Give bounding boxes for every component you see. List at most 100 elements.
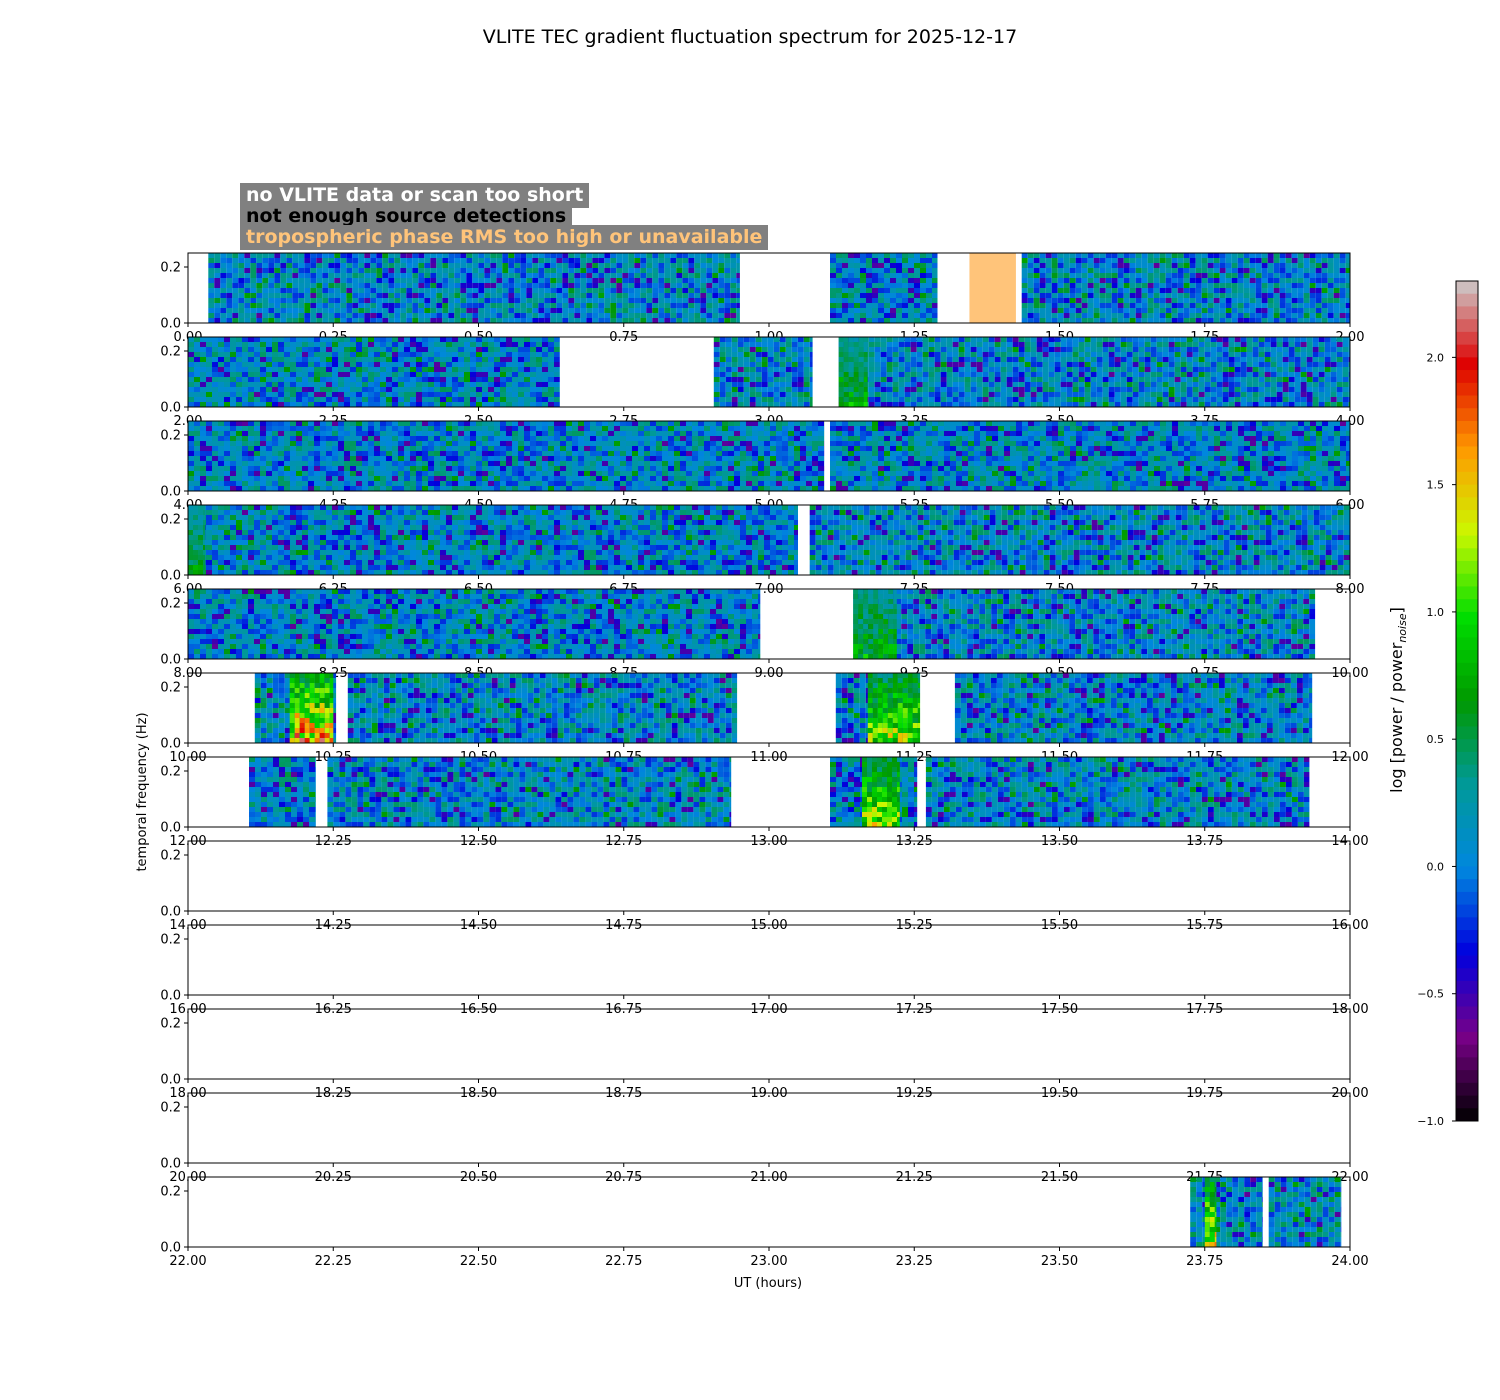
colorbar-tick-label: 2.0 — [1427, 351, 1445, 364]
legend-label-no-detections: not enough source detections — [246, 205, 567, 227]
colorbar-step — [1456, 917, 1478, 931]
spectrum-segment — [188, 337, 560, 407]
legend-label-no-data: no VLITE data or scan too short — [246, 184, 584, 206]
colorbar-step — [1456, 879, 1478, 893]
y-tick-label: 0.2 — [160, 345, 181, 360]
panel-7: 0.20.012.00 12.25 12.50 12.75 13.00 13.25 13.5… — [160, 756, 1369, 849]
x-tick-label: 23.50 — [1041, 1254, 1078, 1269]
y-tick-label: 0.2 — [160, 1185, 181, 1200]
colorbar-step — [1456, 777, 1478, 791]
colorbar-step — [1456, 853, 1478, 867]
y-tick-label: 0.0 — [160, 737, 181, 752]
high-power-region — [867, 673, 921, 743]
colorbar-step — [1456, 764, 1478, 778]
colorbar-step — [1456, 713, 1478, 727]
colorbar-step — [1456, 993, 1478, 1007]
colorbar-step — [1456, 510, 1478, 524]
colorbar-step — [1456, 828, 1478, 842]
panel-5: 0.20.08.008.258.508.759.009.259.509.7510… — [160, 588, 1369, 681]
x-tick-label: 22.00 — [169, 1254, 206, 1269]
spectrum-segment — [347, 673, 738, 743]
y-tick-label: 0.2 — [160, 849, 181, 864]
colorbar-step — [1456, 1057, 1478, 1071]
colorbar-step — [1456, 319, 1478, 333]
y-tick-label: 0.0 — [160, 989, 181, 1004]
colorbar-step — [1456, 968, 1478, 982]
colorbar-step — [1456, 459, 1478, 473]
colorbar-step — [1456, 930, 1478, 944]
x-tick-label: 23.75 — [1186, 1254, 1223, 1269]
colorbar-step — [1456, 1006, 1478, 1020]
panel-frame — [187, 1176, 1351, 1248]
y-tick-label: 0.2 — [160, 1017, 181, 1032]
colorbar-step — [1456, 433, 1478, 447]
panel-9: 0.20.016.00 16.25 16.50 16.75 17.00 17.25 17.5… — [160, 924, 1369, 1017]
colorbar-step — [1456, 726, 1478, 740]
panel-8: 0.20.014.00 14.25 14.50 14.75 15.00 15.25 15.5… — [160, 840, 1369, 933]
colorbar-step — [1456, 382, 1478, 396]
colorbar-step — [1456, 471, 1478, 486]
colorbar-step — [1456, 701, 1478, 715]
colorbar-tick-label: 0.5 — [1427, 733, 1445, 746]
colorbar-step — [1456, 866, 1478, 880]
colorbar-step — [1456, 446, 1478, 460]
colorbar-tick-label: −0.5 — [1417, 988, 1444, 1001]
colorbar-step — [1456, 1019, 1478, 1033]
panel-1: 0.20.00.000.250.500.751.001.251.501.752.… — [160, 252, 1364, 345]
colorbar-step — [1456, 981, 1478, 995]
panel-12: 0.2 0.022.00 22.25 22.50 22.75 23.00 23.25 23.5… — [160, 1176, 1369, 1269]
spectrum-segment — [188, 505, 798, 575]
colorbar-step — [1456, 751, 1478, 766]
y-tick-label: 0.0 — [160, 1157, 181, 1172]
spectrum-segment — [188, 421, 825, 491]
legend-label-tropo-rms: tropospheric phase RMS too high or unava… — [246, 226, 763, 248]
colorbar-step — [1456, 421, 1478, 435]
y-tick-label: 0.2 — [160, 261, 181, 276]
y-tick-label: 0.0 — [160, 485, 181, 500]
colorbar-step — [1456, 904, 1478, 918]
colorbar-step — [1456, 573, 1478, 587]
colorbar-step — [1456, 408, 1478, 422]
spectrum-segment — [327, 757, 732, 827]
panels-group: 0.20.00.000.250.500.751.001.251.501.752.… — [160, 252, 1369, 1269]
y-tick-label: 0.0 — [160, 1073, 181, 1088]
y-tick-label: 0.2 — [160, 933, 181, 948]
colorbar-step — [1456, 1082, 1478, 1096]
panel-frame — [187, 924, 1351, 996]
colorbar-tick-label: 1.5 — [1427, 479, 1445, 492]
colorbar-step — [1456, 942, 1478, 956]
colorbar-step — [1456, 611, 1478, 626]
panel-4: 0.20.06.006.256.506.757.007.257.507.758.… — [160, 504, 1364, 597]
colorbar-step — [1456, 357, 1478, 371]
colorbar-step — [1456, 891, 1478, 906]
colorbar-step — [1456, 841, 1478, 855]
y-tick-label: 0.2 — [160, 765, 181, 780]
y-tick-label: 0.0 — [160, 317, 181, 332]
colorbar-step — [1456, 1044, 1478, 1058]
colorbar-tick-label: 1.0 — [1427, 606, 1445, 619]
y-tick-label: 0.0 — [160, 905, 181, 920]
colorbar-step — [1456, 331, 1478, 346]
high-power-region — [838, 337, 868, 407]
colorbar-step — [1456, 650, 1478, 664]
colorbar-step — [1456, 484, 1478, 498]
colorbar-step — [1456, 599, 1478, 613]
colorbar-step — [1456, 548, 1478, 562]
x-tick-label: 24.00 — [1331, 1254, 1368, 1269]
y-tick-label: 0.0 — [160, 653, 181, 668]
colorbar-step — [1456, 1031, 1478, 1046]
colorbar-step — [1456, 1095, 1478, 1109]
colorbar-step — [1456, 306, 1478, 320]
y-tick-label: 0.0 — [160, 821, 181, 836]
colorbar-step — [1456, 497, 1478, 511]
spectrum-segment — [1268, 1177, 1342, 1247]
panel-11: 0.20.020.00 20.25 20.50 20.75 21.00 21.25 21.5… — [160, 1092, 1369, 1185]
high-power-region — [188, 505, 206, 575]
legend-entry-no-detections: not enough source detections — [240, 204, 573, 227]
colorbar-step — [1456, 688, 1478, 702]
spectrum-segment — [208, 253, 740, 323]
y-tick-label: 0.2 — [160, 597, 181, 612]
flagged-tropo-region — [969, 253, 1016, 323]
x-tick-label: 22.25 — [315, 1254, 352, 1269]
